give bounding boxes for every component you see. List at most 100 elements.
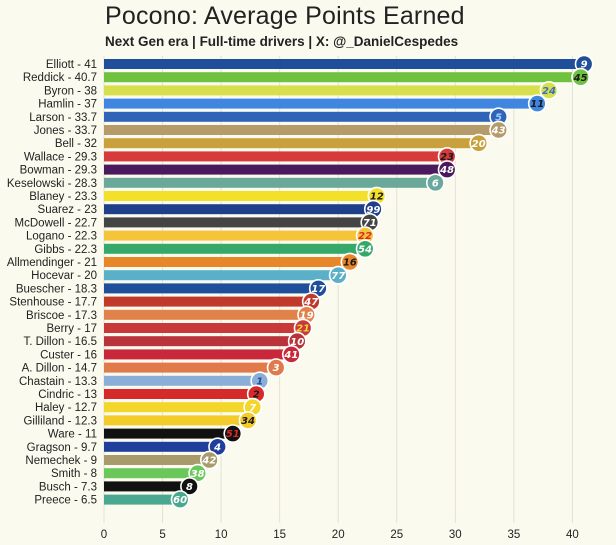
bar-group-25: Cindric - 13 2 [38,384,266,404]
bar-group-23: A. Dillon - 14.7 3 [22,358,286,378]
bar-label-1: Reddick - 40.7 [23,72,97,84]
bar-group-19: Briscoe - 17.3 19 [26,305,316,325]
bar-22 [104,349,292,360]
bar-label-22: Custer - 16 [40,349,97,361]
bar-13 [104,230,366,241]
bar-1 [104,72,581,83]
bar-9 [104,177,436,188]
bar-label-4: Larson - 33.7 [29,112,97,124]
bar-25 [104,389,257,399]
bar-24 [104,375,260,386]
bar-21 [104,336,298,347]
car-number-11: 99 [366,205,380,216]
car-number-16: 77 [331,271,345,282]
bar-29 [104,441,218,452]
car-badge-9 [425,173,445,193]
car-badge-15 [340,252,360,272]
bar-group-6: Bell - 32 20 [55,133,489,153]
bar-group-32: Busch - 7.3 8 [39,476,199,496]
car-number-7: 23 [440,152,454,163]
car-number-20: 21 [296,324,310,335]
bar-14 [104,243,366,254]
bar-19 [104,309,307,320]
x-tick-label-35: 35 [507,529,520,541]
car-number-5: 43 [491,126,506,137]
car-badge-5 [489,120,509,140]
bar-label-12: McDowell - 22.7 [15,217,97,229]
chart-title: Pocono: Average Points Earned [105,2,465,30]
car-number-29: 4 [213,442,221,453]
bar-group-1: Reddick - 40.7 45 [23,67,590,87]
car-number-9: 6 [432,178,439,189]
car-number-0: 9 [581,60,588,71]
bar-group-11: Suarez - 23 99 [38,199,383,219]
bar-label-21: T. Dillon - 16.5 [23,336,97,348]
bar-33 [104,494,181,505]
car-badge-8 [437,160,457,180]
bar-15 [104,257,350,267]
bar-20 [104,323,304,333]
bar-group-14: Gibbs - 22.3 54 [34,239,375,259]
x-tick-label-15: 15 [273,529,286,541]
bar-group-21: T. Dillon - 16.5 10 [23,331,307,351]
bar-group-12: McDowell - 22.7 71 [15,212,380,232]
car-badge-23 [266,358,286,378]
chart-subtitle: Next Gen era | Full-time drivers | X: @_… [105,34,459,49]
bar-group-4: Larson - 33.7 5 [29,107,509,127]
bar-32 [104,481,190,492]
bar-label-32: Busch - 7.3 [39,481,97,493]
car-number-14: 54 [358,244,372,255]
bar-group-18: Stenhouse - 17.7 47 [9,292,321,312]
car-number-27: 34 [241,416,255,427]
bar-group-17: Buescher - 18.3 17 [16,278,328,298]
bar-label-6: Bell - 32 [55,138,97,150]
bar-group-31: Smith - 8 38 [51,463,208,483]
bar-group-0: Elliott - 41 9 [46,54,594,74]
bar-10 [104,191,377,201]
x-tick-label-10: 10 [215,529,228,541]
car-number-22: 41 [283,350,298,361]
bar-27 [104,415,249,426]
car-number-15: 16 [343,258,357,269]
car-badge-30 [199,450,219,470]
bar-label-33: Preece - 6.5 [34,495,97,507]
car-number-19: 19 [300,310,314,321]
car-badge-27 [238,410,258,430]
car-badge-32 [180,476,199,496]
car-badge-14 [355,239,375,259]
bar-label-30: Nemechek - 9 [25,455,97,467]
bar-18 [104,296,312,307]
car-number-18: 47 [303,297,318,308]
bar-group-16: Hocevar - 20 77 [31,265,348,285]
bar-label-16: Hocevar - 20 [31,270,97,282]
car-number-12: 71 [363,218,377,229]
bar-2 [104,85,549,96]
bar-group-8: Bowman - 29.3 48 [20,160,457,180]
car-number-21: 10 [290,337,304,348]
bar-0 [104,59,585,69]
x-tick-label-30: 30 [449,529,462,541]
x-tick-label-20: 20 [332,529,345,541]
bar-label-25: Cindric - 13 [38,389,97,401]
bar-label-3: Hamlin - 37 [38,99,97,111]
x-tick-label-5: 5 [159,529,165,541]
bar-group-5: Jones - 33.7 43 [34,120,509,140]
bar-label-18: Stenhouse - 17.7 [9,297,97,309]
car-number-1: 45 [573,73,588,84]
bar-label-27: Gilliland - 12.3 [23,415,97,427]
car-badge-3 [527,94,547,114]
bar-label-5: Jones - 33.7 [34,125,97,137]
bar-group-30: Nemechek - 9 42 [25,450,219,470]
car-number-3: 11 [530,99,544,110]
bar-label-0: Elliott - 41 [46,59,97,71]
bar-group-13: Logano - 22.3 22 [26,226,375,246]
bar-group-26: Haley - 12.7 7 [35,397,263,417]
car-number-8: 48 [439,165,454,176]
bar-label-11: Suarez - 23 [38,204,97,216]
x-tick-label-0: 0 [101,529,107,541]
bar-group-3: Hamlin - 37 11 [38,94,547,114]
bar-group-7: Wallace - 29.3 23 [24,146,457,166]
car-number-2: 24 [542,86,556,97]
bar-group-33: Preece - 6.5 60 [34,490,190,510]
